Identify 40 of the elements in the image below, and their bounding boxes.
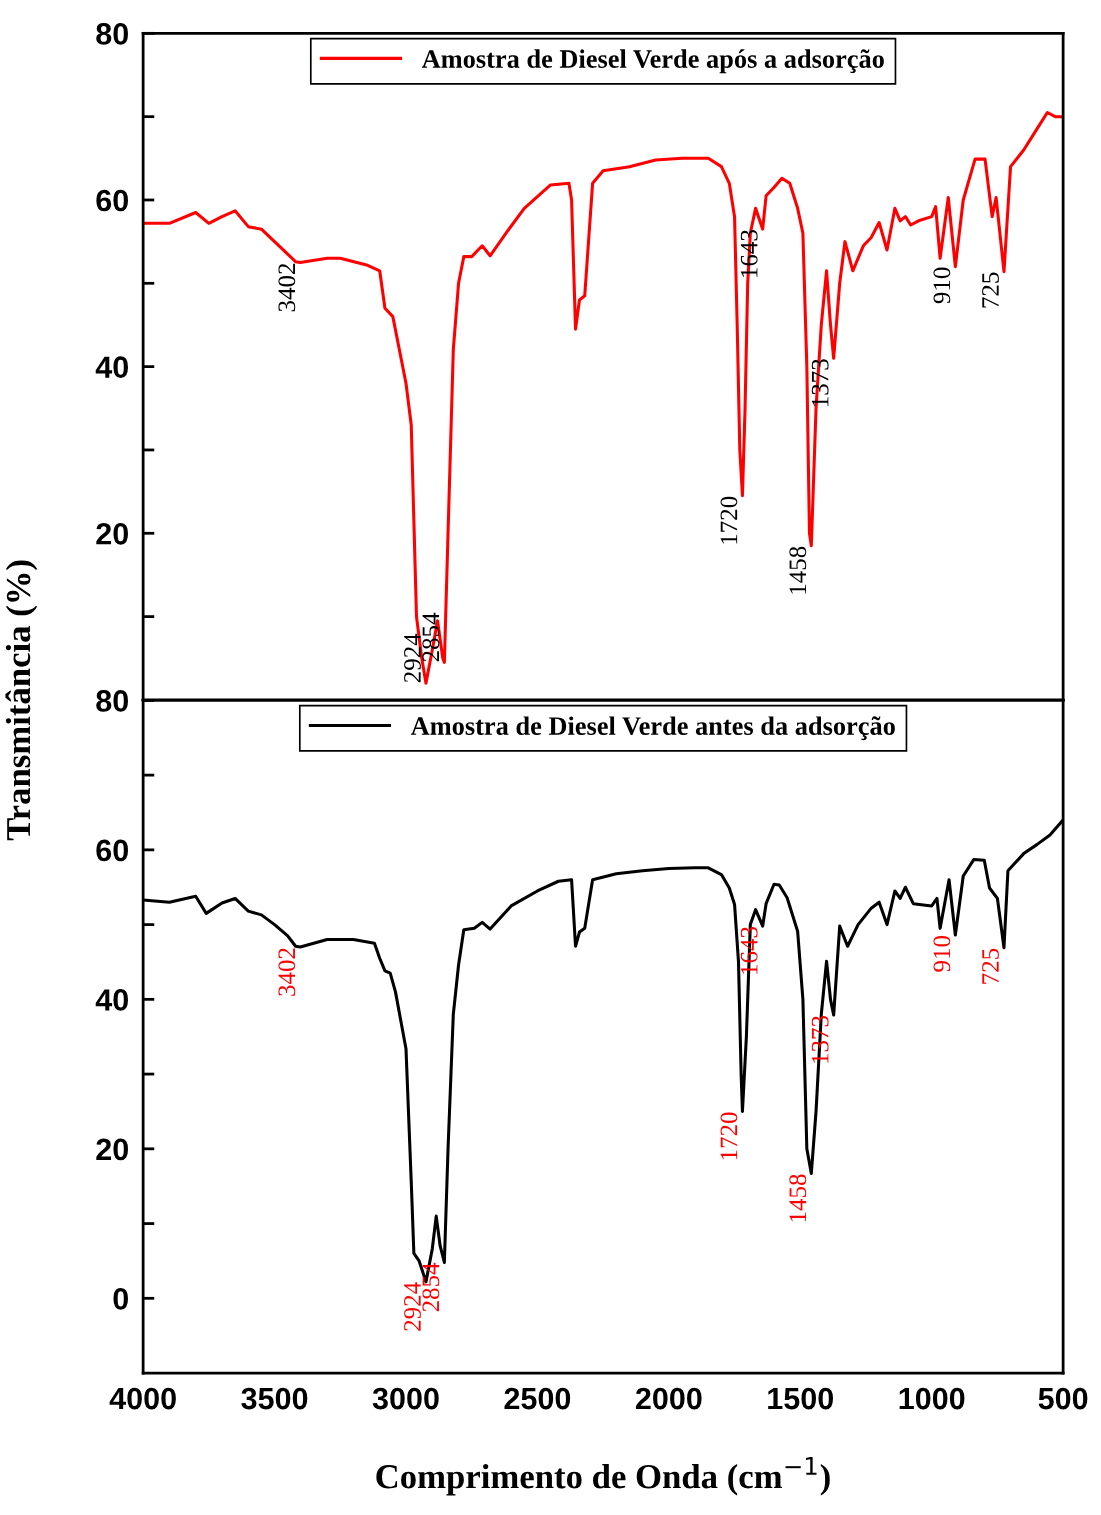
x-tick-label: 4000 [109, 1387, 176, 1410]
annotation: 1373 [811, 1016, 829, 1063]
annotation: 1643 [740, 927, 758, 974]
annotation: 1458 [789, 546, 807, 594]
annotation: 2924 [404, 633, 421, 683]
x-tick-label: 3000 [372, 1387, 439, 1410]
x-tick-label: 2500 [504, 1387, 571, 1410]
line-series [143, 110, 1064, 685]
annotation: 3402 [278, 263, 296, 312]
x-axis-title: Comprimento de Onda (cm$^{−1}$) [376, 1457, 830, 1496]
x-tick-label: 3500 [241, 1387, 308, 1410]
annotation: 725 [982, 272, 999, 308]
y-tick-label: 40 [95, 989, 128, 1011]
x-tick-label: 1000 [899, 1387, 965, 1410]
y-axis-title: Transmitância (%) [5, 560, 38, 841]
annotation: 1643 [740, 230, 758, 277]
x-tick-label: 500 [1038, 1387, 1088, 1410]
y-tick-label: 60 [96, 839, 128, 862]
annotation: 2854 [422, 612, 440, 662]
annotation: 2924 [404, 1282, 421, 1331]
x-tick-label: 1500 [768, 1387, 834, 1410]
y-tick-label: 80 [96, 23, 128, 45]
legend-label: Amostra de Diesel Verde antes da adsorção [410, 716, 895, 741]
annotation: 1720 [720, 496, 738, 544]
annotation: 725 [982, 948, 999, 984]
y-tick-label: 20 [96, 523, 128, 545]
y-tick-label: 60 [96, 189, 128, 212]
y-tick-label: 0 [113, 1288, 128, 1310]
annotation: 1458 [789, 1174, 807, 1222]
y-tick-label: 40 [95, 356, 128, 378]
y-tick-label: 20 [96, 1138, 128, 1161]
x-tick-label: 2000 [635, 1387, 702, 1410]
annotation: 910 [933, 267, 951, 304]
annotation: 1720 [720, 1112, 738, 1160]
annotation: 2854 [422, 1262, 440, 1312]
y-tick-label: 80 [96, 690, 128, 712]
annotation: 910 [933, 936, 951, 972]
legend-label: Amostra de Diesel Verde após a adsorção [421, 49, 884, 74]
annotation: 1373 [811, 359, 829, 407]
annotation: 3402 [278, 948, 296, 996]
